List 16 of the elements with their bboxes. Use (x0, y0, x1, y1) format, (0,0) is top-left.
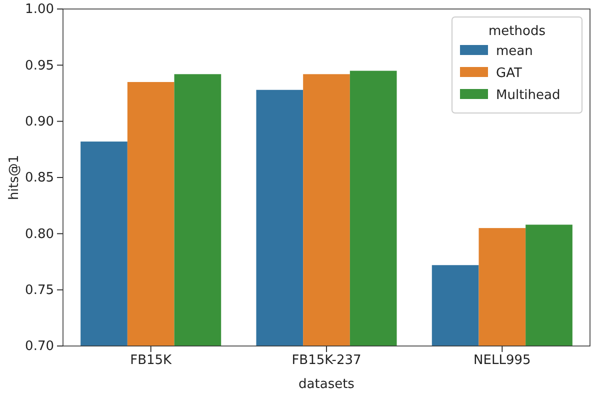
y-tick-label: 0.70 (25, 339, 54, 354)
y-tick-label: 0.75 (25, 282, 54, 298)
y-tick-label: 0.95 (25, 58, 54, 74)
y-tick-label: 1.00 (25, 2, 54, 18)
y-tick-label: 0.85 (25, 170, 54, 186)
legend-label: mean (496, 44, 533, 59)
x-tick-label: FB15K-237 (292, 353, 362, 368)
x-tick-label: NELL995 (474, 353, 531, 368)
legend-label: Multihead (496, 88, 560, 103)
y-axis-title: hits@1 (7, 155, 22, 200)
y-tick-label: 0.80 (25, 226, 54, 242)
y-tick-label: 0.90 (25, 114, 54, 130)
legend-label: GAT (496, 66, 522, 81)
x-axis-title: datasets (298, 377, 355, 392)
x-tick-label: FB15K (130, 353, 172, 368)
legend-title: methods (488, 24, 546, 39)
